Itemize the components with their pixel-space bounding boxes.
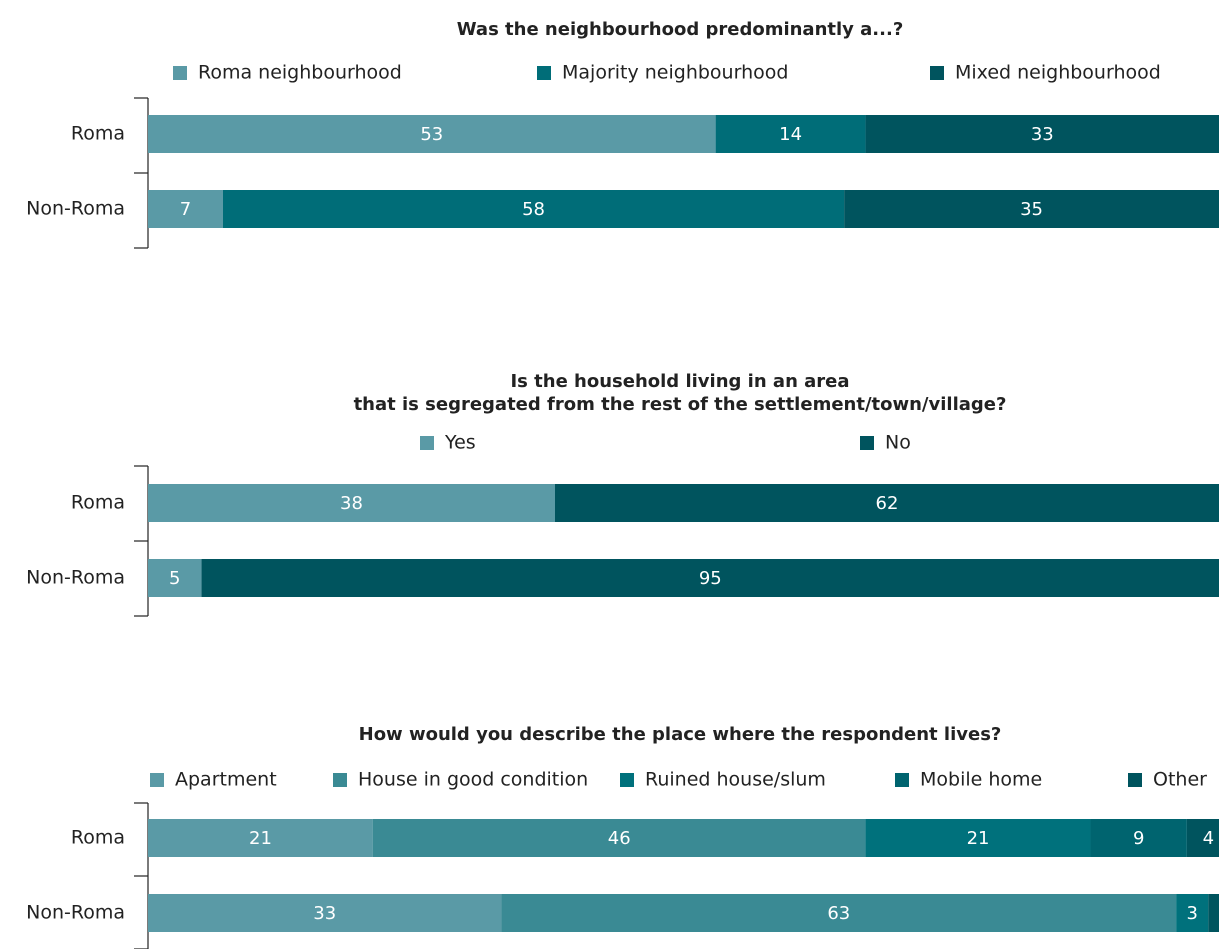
value-label: 4 [1203, 828, 1214, 849]
bar-segment [148, 484, 555, 522]
bar-segment [1176, 894, 1209, 932]
legend-label: Ruined house/slum [645, 769, 826, 791]
bar-segment [148, 115, 716, 153]
legend-label: Mobile home [920, 769, 1042, 791]
legend-label: Apartment [175, 769, 277, 791]
category-label: Non-Roma [26, 902, 125, 924]
category-label: Roma [71, 492, 125, 514]
legend-label: Mixed neighbourhood [955, 62, 1161, 84]
value-label: 95 [699, 568, 722, 589]
bar-segment [148, 894, 502, 932]
category-label: Roma [71, 123, 125, 145]
legend-swatch [420, 436, 434, 450]
bar-segment [222, 190, 845, 228]
legend-label: House in good condition [358, 769, 588, 791]
legend-swatch [895, 773, 909, 787]
chart-title: Is the household living in an area [510, 371, 849, 392]
bar-segment [1186, 819, 1219, 857]
bar-segment [148, 559, 202, 597]
value-label: 53 [420, 124, 443, 145]
value-label: 62 [876, 493, 899, 514]
value-label: 33 [313, 903, 336, 924]
legend-swatch [860, 436, 874, 450]
value-label: 3 [1186, 903, 1197, 924]
value-label: 38 [340, 493, 363, 514]
chart-title: that is segregated from the rest of the … [354, 394, 1007, 415]
bar-segment [844, 190, 1219, 228]
legend-swatch [537, 66, 551, 80]
value-label: 58 [522, 199, 545, 220]
value-label: 5 [169, 568, 180, 589]
legend-swatch [333, 773, 347, 787]
legend-swatch [1128, 773, 1142, 787]
bar-segment [715, 115, 866, 153]
category-label: Non-Roma [26, 198, 125, 220]
value-label: 21 [249, 828, 272, 849]
value-label: 46 [608, 828, 631, 849]
legend-swatch [150, 773, 164, 787]
bar-segment [865, 115, 1219, 153]
bar-segment [1208, 894, 1219, 932]
bar-segment [372, 819, 866, 857]
legend-swatch [620, 773, 634, 787]
category-label: Non-Roma [26, 567, 125, 589]
bar-segment [554, 484, 1219, 522]
legend-swatch [173, 66, 187, 80]
bar-segment [148, 819, 373, 857]
bar-segment [148, 190, 223, 228]
value-label: 14 [779, 124, 802, 145]
bar-segment [501, 894, 1177, 932]
value-label: 21 [967, 828, 990, 849]
legend-label: Other [1153, 769, 1207, 791]
legend-swatch [930, 66, 944, 80]
bar-segment [201, 559, 1219, 597]
legend-label: No [885, 432, 911, 454]
value-label: 63 [827, 903, 850, 924]
value-label: 35 [1020, 199, 1043, 220]
value-label: 33 [1031, 124, 1054, 145]
value-label: 7 [180, 199, 191, 220]
category-label: Roma [71, 827, 125, 849]
legend-label: Yes [444, 432, 476, 454]
chart-title: Was the neighbourhood predominantly a...… [457, 19, 904, 40]
legend-label: Roma neighbourhood [198, 62, 402, 84]
chart-title: How would you describe the place where t… [359, 724, 1002, 745]
bar-segment [865, 819, 1091, 857]
value-label: 9 [1133, 828, 1144, 849]
legend-label: Majority neighbourhood [562, 62, 788, 84]
bar-segment [1090, 819, 1187, 857]
